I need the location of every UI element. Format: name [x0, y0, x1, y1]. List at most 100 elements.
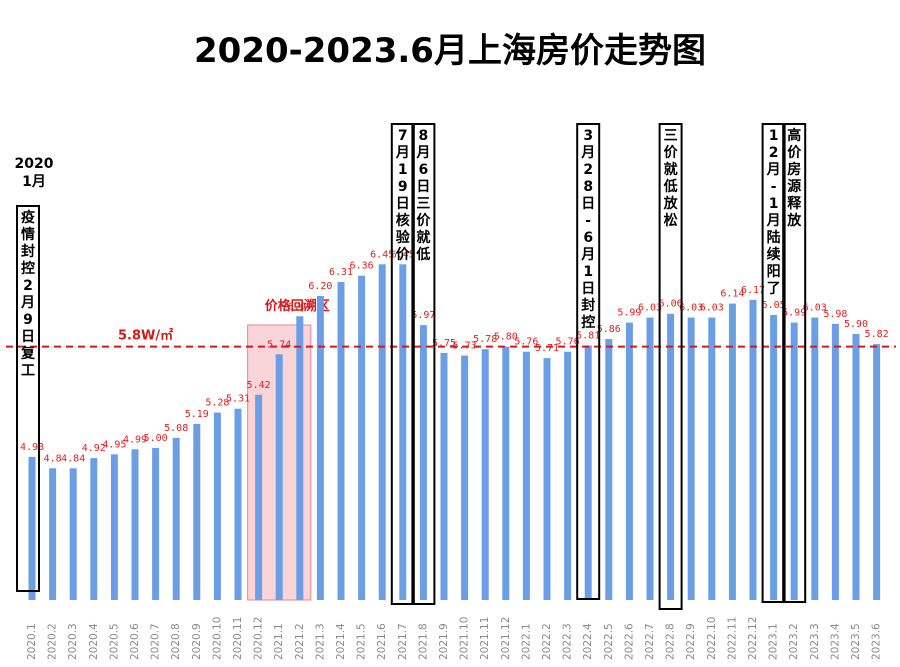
- bar-2023.1: [770, 315, 778, 600]
- x-tick-2022.3: 2022.3: [562, 623, 574, 660]
- annotation-box-2022.8: [658, 123, 683, 610]
- value-label-2021.3: 6.20: [308, 281, 332, 292]
- bar-2020.6: [131, 449, 139, 600]
- x-tick-2021.12: 2021.12: [500, 617, 512, 660]
- value-label-2021.1: 5.74: [267, 339, 291, 350]
- x-tick-2020.9: 2020.9: [191, 623, 203, 660]
- top-label-line-1: 1月: [22, 174, 46, 190]
- x-tick-2020.11: 2020.11: [232, 617, 244, 660]
- x-tick-2021.8: 2021.8: [417, 623, 429, 660]
- value-label-2021.9: 5.75: [432, 338, 456, 349]
- x-tick-2022.4: 2022.4: [582, 623, 594, 660]
- value-label-2021.2: 6.04: [288, 301, 312, 312]
- x-tick-2022.8: 2022.8: [665, 623, 677, 660]
- value-label-2021.10: 5.73: [453, 341, 477, 352]
- x-tick-2020.10: 2020.10: [211, 617, 223, 660]
- x-tick-2022.10: 2022.10: [706, 617, 718, 660]
- bar-2021.3: [316, 296, 324, 600]
- bar-2021.2: [296, 316, 304, 600]
- value-label-2020.9: 5.19: [185, 409, 209, 420]
- x-tick-2021.9: 2021.9: [438, 623, 450, 660]
- bar-2021.10: [461, 355, 469, 600]
- bar-2022.10: [708, 317, 716, 600]
- bar-2020.11: [234, 408, 242, 600]
- x-tick-2021.5: 2021.5: [356, 623, 368, 660]
- value-label-2021.6: 6.45: [370, 249, 394, 260]
- value-label-2022.4: 5.81: [576, 330, 600, 341]
- value-label-2022.11: 6.14: [720, 289, 744, 300]
- bar-2022.3: [564, 351, 572, 600]
- value-label-2023.3: 6.03: [803, 303, 827, 314]
- x-tick-2022.6: 2022.6: [623, 623, 635, 660]
- bar-2020.4: [90, 458, 98, 600]
- annotation-box-2020.1: [16, 205, 40, 592]
- bar-2022.8: [667, 313, 675, 600]
- bar-2020.8: [172, 437, 180, 600]
- value-label-2020.12: 5.42: [247, 380, 271, 391]
- bar-2022.12: [749, 299, 757, 600]
- bar-2021.5: [358, 275, 366, 600]
- value-label-2023.6: 5.82: [865, 329, 889, 340]
- x-tick-2023.3: 2023.3: [809, 623, 821, 660]
- value-label-2021.4: 6.31: [329, 267, 353, 278]
- x-tick-2022.11: 2022.11: [726, 617, 738, 660]
- bar-2021.6: [378, 264, 386, 600]
- x-tick-2022.1: 2022.1: [520, 623, 532, 660]
- annotation-text-2023.2: 高价房源释放: [786, 127, 802, 229]
- value-label-2023.5: 5.90: [844, 319, 868, 330]
- bar-2023.4: [831, 323, 839, 600]
- bar-2021.4: [337, 282, 345, 600]
- x-tick-2021.1: 2021.1: [273, 623, 285, 660]
- bar-2022.7: [646, 317, 654, 600]
- annotation-text-2022.4: 3 月 2 8 日-6 月 1 日封控: [580, 128, 595, 331]
- bar-2023.6: [873, 344, 881, 600]
- x-tick-2023.5: 2023.5: [850, 623, 862, 660]
- chart-title: 2020-2023.6月上海房价走势图: [194, 31, 706, 71]
- value-labels-layer: 4.934.8 4.844.924.954.995.005.085.195.285…: [20, 249, 889, 464]
- value-label-2022.3: 5.76: [556, 337, 580, 348]
- x-tick-2020.12: 2020.12: [253, 617, 265, 660]
- top-label-line-0: 2020: [15, 156, 54, 172]
- value-label-2020.6: 4.99: [123, 434, 147, 445]
- value-label-2021.12: 5.80: [494, 332, 518, 343]
- bar-2021.12: [502, 346, 510, 600]
- x-tick-2020.6: 2020.6: [129, 623, 141, 660]
- x-tick-2022.9: 2022.9: [685, 623, 697, 660]
- value-label-2023.1: 6.05: [762, 300, 786, 311]
- reference-line-label: 5.8W/㎡: [118, 328, 173, 344]
- bar-2023.3: [811, 317, 819, 600]
- bar-2022.5: [605, 339, 613, 600]
- value-label-2020.5: 4.95: [102, 439, 126, 450]
- annotation-text-2023.1: 1 2 月-1 月陆续阳了: [766, 128, 781, 297]
- value-label-2020.1: 4.93: [20, 442, 44, 453]
- bar-2020.9: [193, 423, 201, 600]
- bars-layer: [28, 264, 881, 600]
- highlight-zone-label: 价格回溯区: [265, 298, 330, 314]
- x-tick-2021.11: 2021.11: [479, 617, 491, 660]
- bar-2020.1: [28, 456, 36, 600]
- x-tick-2020.1: 2020.1: [26, 623, 38, 660]
- x-tick-2021.2: 2021.2: [294, 623, 306, 660]
- bar-2020.2: [49, 468, 57, 600]
- annotation-text-2020.1: 疫情封控 2 月 9 日复工: [20, 209, 36, 379]
- value-label-2021.8: 5.97: [411, 310, 435, 321]
- bar-2021.1: [275, 354, 283, 600]
- x-tick-2023.1: 2023.1: [768, 623, 780, 660]
- x-tick-2020.3: 2020.3: [67, 623, 79, 660]
- bar-2022.1: [522, 351, 530, 600]
- value-label-2021.7: 6.45: [391, 249, 415, 260]
- bar-2023.2: [790, 322, 798, 600]
- value-label-2021.5: 6.36: [350, 261, 374, 272]
- value-label-2022.10: 6.03: [700, 303, 724, 314]
- value-label-2023.4: 5.98: [823, 309, 847, 320]
- x-tick-2022.5: 2022.5: [603, 623, 615, 660]
- bar-2021.7: [399, 264, 407, 600]
- value-label-2022.12: 6.17: [741, 285, 765, 296]
- bar-2022.2: [543, 358, 551, 600]
- value-label-2022.7: 6.03: [638, 303, 662, 314]
- x-tick-2020.4: 2020.4: [88, 623, 100, 660]
- bar-2021.8: [419, 325, 427, 600]
- x-tick-2022.2: 2022.2: [541, 623, 553, 660]
